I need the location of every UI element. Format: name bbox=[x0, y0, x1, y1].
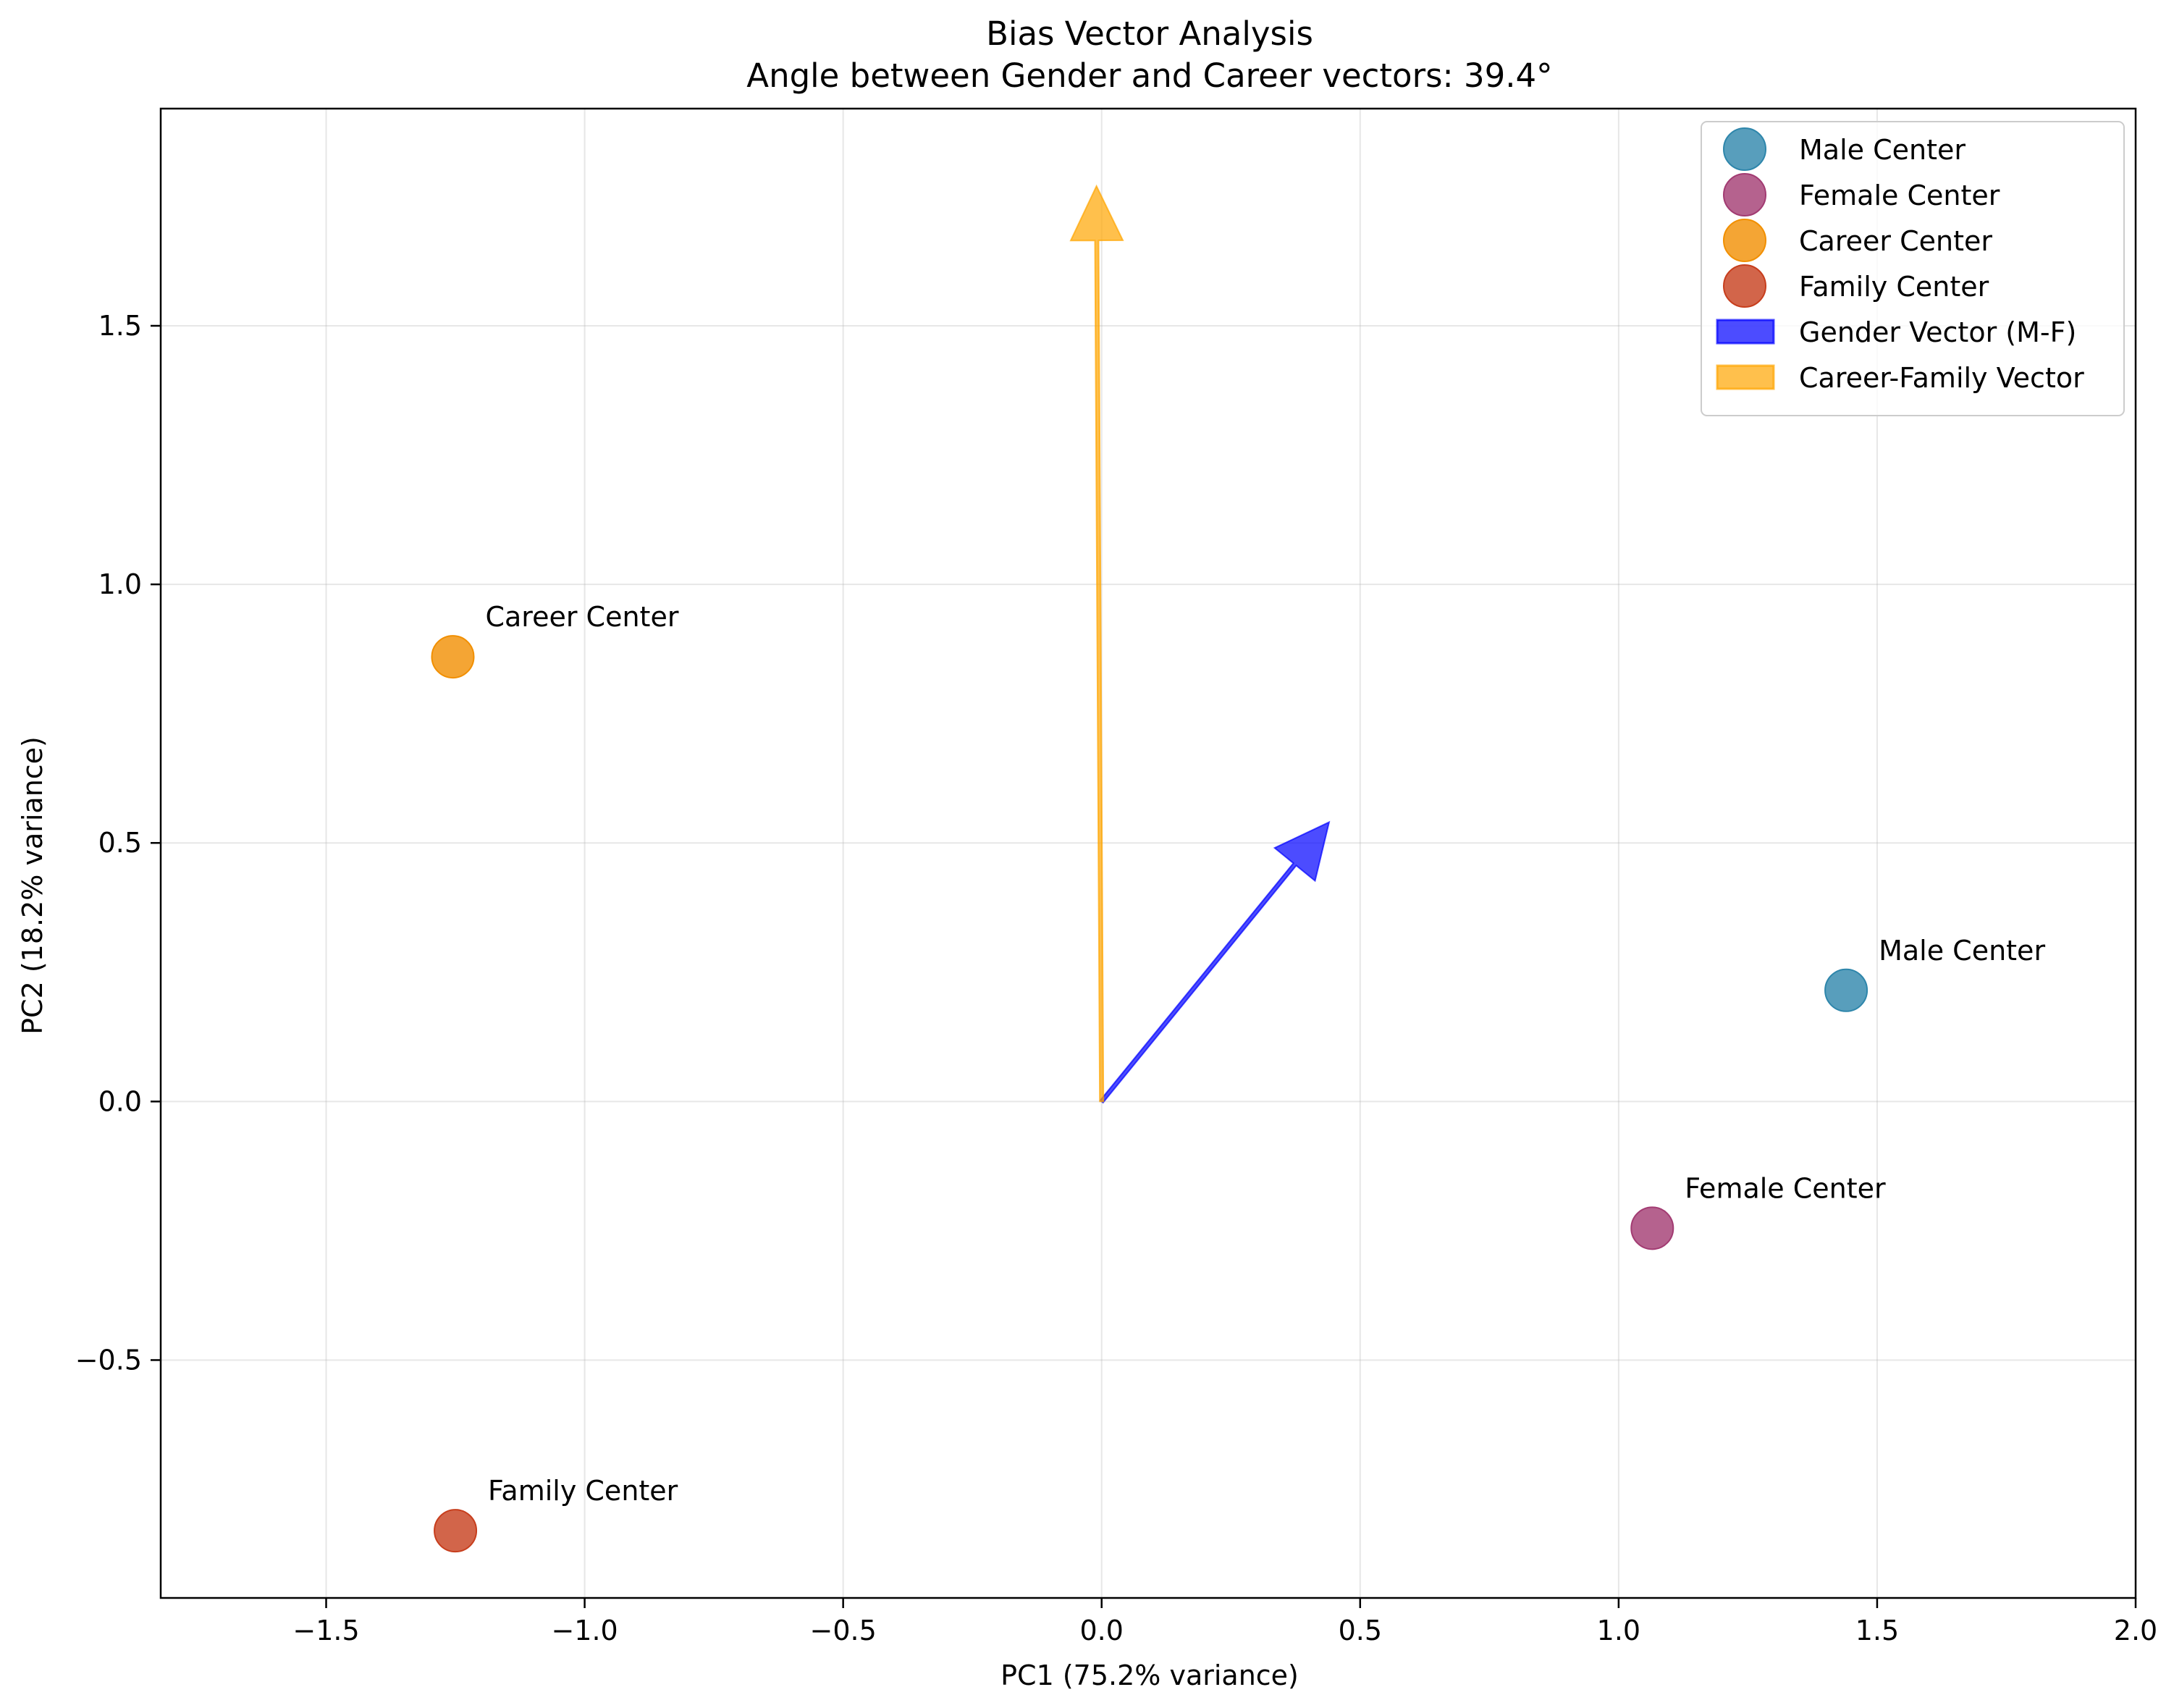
legend-box bbox=[1701, 121, 2125, 416]
x-axis-label: PC1 (75.2% variance) bbox=[1000, 1659, 1299, 1691]
y-tick-label: 0.5 bbox=[98, 827, 142, 859]
female-center-point bbox=[1630, 1206, 1674, 1250]
legend-male-center-label: Male Center bbox=[1799, 134, 1966, 166]
legend-family-center-marker bbox=[1723, 264, 1766, 308]
legend-gender-vector-m-f-label: Gender Vector (M-F) bbox=[1799, 316, 2076, 348]
legend-female-center-label: Female Center bbox=[1799, 180, 2000, 211]
y-tick-label: −0.5 bbox=[75, 1344, 142, 1376]
chart-title: Bias Vector Analysis bbox=[986, 14, 1313, 53]
family-center-annotation: Family Center bbox=[488, 1475, 678, 1507]
legend-career-family-vector-swatch bbox=[1716, 364, 1775, 390]
legend-female-center-marker bbox=[1723, 173, 1766, 216]
legend-career-center-marker bbox=[1723, 219, 1766, 262]
legend-career-family-vector-label: Career-Family Vector bbox=[1799, 362, 2084, 394]
x-tick-label: 1.5 bbox=[1855, 1615, 1899, 1646]
male-center-annotation: Male Center bbox=[1879, 935, 2045, 967]
y-axis-label: PC2 (18.2% variance) bbox=[17, 736, 49, 1035]
x-tick-label: 1.0 bbox=[1597, 1615, 1640, 1646]
y-tick-label: 1.0 bbox=[98, 568, 142, 600]
career-family-vector-arrow bbox=[1069, 184, 1124, 1103]
gender-vector-m-f-arrow bbox=[1099, 820, 1331, 1104]
axes-frame bbox=[159, 107, 2137, 1599]
x-tick-label: 0.0 bbox=[1080, 1615, 1124, 1646]
legend-family-center-label: Family Center bbox=[1799, 271, 1989, 303]
y-tick-label: 1.5 bbox=[98, 310, 142, 342]
career-center-point bbox=[431, 635, 475, 679]
female-center-annotation: Female Center bbox=[1685, 1172, 1886, 1204]
legend-male-center-marker bbox=[1723, 127, 1766, 171]
family-center-point bbox=[434, 1509, 478, 1553]
x-tick-label: −1.5 bbox=[292, 1615, 359, 1646]
plot-area: Male Center Female Center Career Center Fam… bbox=[75, 107, 2157, 1646]
legend-gender-vector-m-f-swatch bbox=[1716, 319, 1775, 345]
y-tick-label: 0.0 bbox=[98, 1085, 142, 1117]
x-tick-label: 2.0 bbox=[2114, 1615, 2157, 1646]
x-tick-label: 0.5 bbox=[1339, 1615, 1382, 1646]
career-center-annotation: Career Center bbox=[485, 601, 678, 633]
legend: Male Center Female Center Career Center Fam… bbox=[1701, 121, 2125, 416]
x-tick-label: −1.0 bbox=[551, 1615, 618, 1646]
legend-career-center-label: Career Center bbox=[1799, 225, 1992, 257]
male-center-point bbox=[1824, 968, 1868, 1012]
chart-subtitle: Angle between Gender and Career vectors:… bbox=[746, 56, 1552, 95]
x-tick-label: −0.5 bbox=[810, 1615, 877, 1646]
